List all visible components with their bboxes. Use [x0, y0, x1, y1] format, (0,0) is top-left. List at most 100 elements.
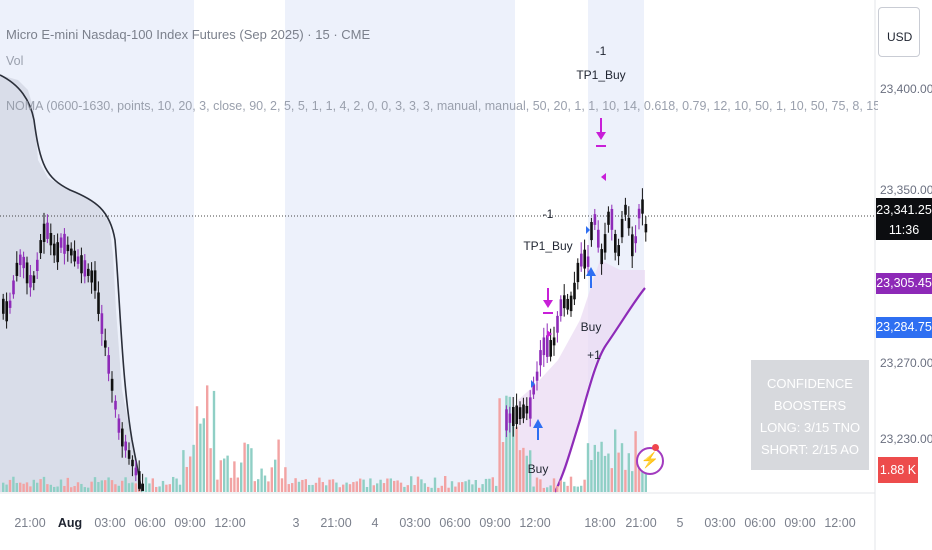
- volume-bar: [199, 423, 202, 492]
- candles: [2, 188, 648, 491]
- volume-bar: [314, 482, 318, 492]
- candle-body: [70, 248, 73, 256]
- symbol-title[interactable]: Micro E-mini Nasdaq-100 Index Futures (S…: [6, 27, 371, 42]
- volume-bar: [294, 478, 297, 492]
- time-axis-label: 09:00: [479, 516, 511, 530]
- candle-body: [121, 428, 124, 447]
- buy-label-1: Buy: [580, 320, 602, 334]
- candle-body: [505, 409, 508, 431]
- time-axis-label: 09:00: [174, 516, 206, 530]
- volume-bar: [603, 455, 607, 492]
- candle-body: [522, 404, 525, 419]
- volume-bar: [505, 395, 508, 492]
- volume-bar: [614, 429, 617, 492]
- volume-bar: [15, 482, 18, 492]
- indicator-params-label[interactable]: NOMA (0600-1630, points, 10, 20, 3, clos…: [6, 99, 878, 113]
- currency-button[interactable]: USD: [878, 7, 920, 57]
- volume-bar: [423, 483, 426, 492]
- volume-bar: [66, 477, 69, 492]
- volume-bar: [165, 484, 168, 492]
- volume-bar: [325, 485, 328, 492]
- candle-body: [42, 223, 46, 242]
- volume-bar: [8, 479, 12, 492]
- price-tick: 23,230.00: [880, 432, 932, 446]
- volume-bar: [348, 484, 352, 492]
- candle-body: [532, 384, 535, 395]
- candle-body: [124, 441, 127, 451]
- volume-bars: [2, 385, 647, 492]
- volume-bar: [501, 442, 505, 492]
- volume-bar: [83, 487, 86, 492]
- confidence-boosters-panel: CONFIDENCE BOOSTERS LONG: 3/15 TNO SHORT…: [751, 360, 869, 470]
- candle-body: [66, 244, 70, 252]
- volume-bar: [600, 441, 603, 492]
- candle-body: [603, 234, 607, 253]
- candle-body: [8, 300, 12, 308]
- volume-bar: [29, 486, 32, 492]
- volume-bar: [481, 484, 484, 492]
- volume-bar: [117, 485, 120, 492]
- volume-bar: [114, 484, 117, 492]
- candle-body: [59, 237, 63, 248]
- lightning-icon[interactable]: ⚡: [636, 447, 664, 475]
- volume-bar: [518, 450, 522, 492]
- volume-bar: [563, 481, 566, 492]
- volume-bar: [416, 476, 420, 492]
- purple-line-price-tag: 23,305.45: [876, 273, 932, 294]
- volume-bar: [144, 477, 148, 492]
- volume-bar: [437, 487, 440, 492]
- candle-body: [539, 350, 542, 366]
- confidence-long: LONG: 3/15 TNO: [759, 420, 861, 435]
- tp1-buy-count-1: -1: [542, 207, 554, 221]
- candle-body: [141, 483, 144, 491]
- time-axis-label: 5: [676, 516, 684, 530]
- volume-bar: [250, 448, 253, 492]
- volume-bar: [420, 479, 423, 492]
- volume-bar: [110, 480, 114, 492]
- tp1-buy-count-2: -1: [595, 44, 607, 58]
- volume-bar: [450, 481, 454, 492]
- bar-countdown: 11:36: [888, 223, 920, 237]
- volume-bar: [175, 478, 178, 492]
- volume-bar: [25, 482, 29, 492]
- ribbon-line-right: [554, 287, 646, 493]
- volume-bar: [97, 482, 100, 492]
- volume-bar: [148, 483, 151, 492]
- time-axis-label: 12:00: [214, 516, 246, 530]
- volume-bar: [624, 469, 627, 492]
- candle-body: [53, 243, 56, 256]
- volume-indicator-label[interactable]: Vol: [6, 54, 24, 68]
- candle-body: [131, 459, 134, 467]
- volume-bar: [525, 455, 528, 492]
- candle-body: [637, 208, 641, 219]
- candle-body: [2, 298, 5, 314]
- notification-dot-icon: [652, 444, 659, 451]
- candle-body: [556, 315, 559, 333]
- volume-bar: [87, 487, 90, 492]
- volume-bar: [304, 479, 307, 492]
- volume-bar: [70, 487, 73, 492]
- volume-bar: [178, 484, 182, 492]
- volume-bar: [644, 467, 647, 492]
- candle-body: [566, 298, 569, 310]
- volume-bar: [131, 482, 134, 492]
- volume-bar: [90, 481, 93, 492]
- volume-bar: [93, 477, 97, 492]
- candle-body: [49, 233, 53, 246]
- volume-bar: [369, 478, 372, 492]
- candle-body: [580, 253, 583, 267]
- volume-bar: [121, 480, 124, 492]
- volume-bar: [433, 477, 437, 492]
- candle-body: [546, 335, 549, 357]
- volume-bar: [49, 484, 52, 492]
- session-band-2: [285, 0, 515, 492]
- volume-bar: [19, 482, 22, 492]
- volume-bar: [610, 468, 613, 492]
- volume-bar: [396, 480, 399, 492]
- time-axis-label: 21:00: [320, 516, 352, 530]
- candle-body: [529, 397, 532, 419]
- time-axis-label: 06:00: [134, 516, 166, 530]
- candle-body: [586, 256, 590, 267]
